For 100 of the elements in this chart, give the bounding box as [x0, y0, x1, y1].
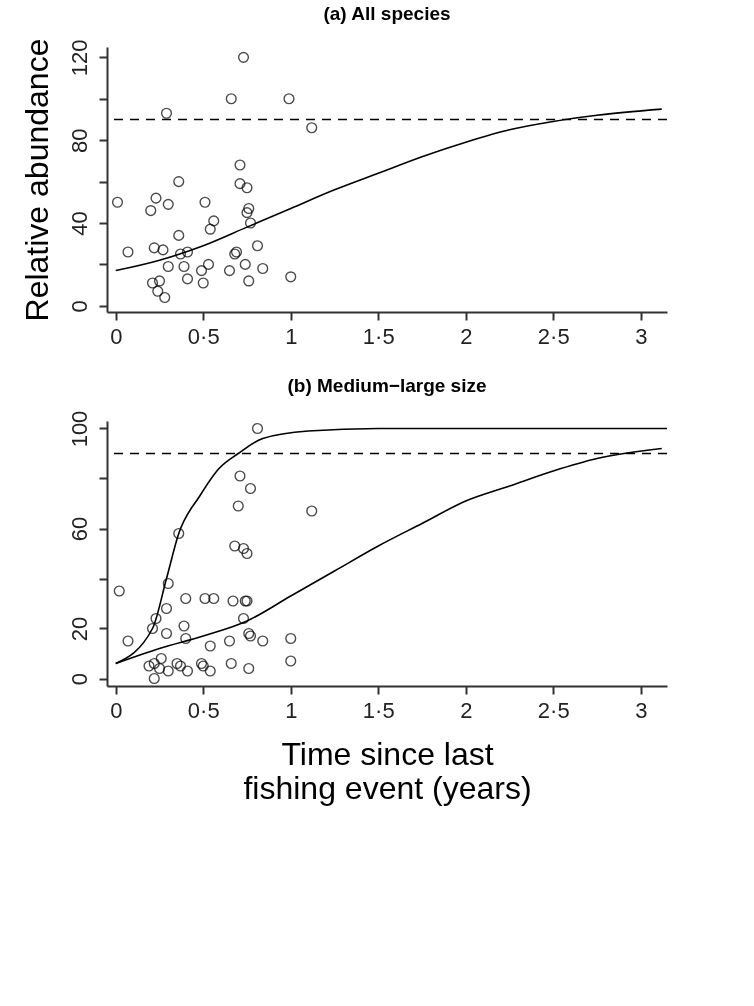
point: [180, 632, 192, 645]
point: [195, 265, 208, 277]
point: [150, 612, 162, 625]
point: [122, 246, 134, 258]
x-tick-label: 2: [460, 323, 473, 349]
point: [157, 244, 169, 256]
x-tick-label: 0·5: [187, 697, 220, 723]
point: [204, 640, 216, 652]
x-tick-label: 0·5: [187, 323, 220, 349]
point: [162, 577, 174, 590]
point: [113, 585, 125, 597]
point: [162, 665, 174, 677]
point: [225, 657, 237, 670]
point: [241, 182, 253, 194]
point: [227, 595, 239, 607]
point: [285, 632, 297, 645]
point: [232, 500, 244, 512]
point: [223, 635, 236, 647]
point: [180, 592, 192, 605]
point: [251, 240, 264, 252]
x-tick-label: 1·5: [362, 697, 395, 723]
point: [143, 660, 155, 672]
x-tick-label: 1·5: [362, 323, 395, 349]
point: [146, 622, 159, 635]
point: [173, 229, 185, 241]
point: [162, 198, 174, 210]
point: [178, 620, 190, 632]
x-tick-label: 3: [635, 697, 648, 723]
point: [239, 258, 251, 270]
point: [257, 262, 269, 275]
point: [148, 657, 160, 670]
point: [225, 93, 237, 105]
point: [153, 275, 166, 287]
point: [257, 635, 269, 647]
x-axis-title: Time since last fishing event (years): [243, 735, 532, 806]
point: [173, 176, 185, 188]
point: [145, 204, 157, 217]
y-tick-label: 80: [66, 128, 92, 153]
point: [237, 612, 250, 625]
x-tick-label: 1: [285, 697, 298, 723]
point: [173, 527, 185, 540]
y-tick-label: 60: [66, 516, 92, 542]
point: [150, 192, 162, 204]
x-tick-label: 0: [110, 697, 123, 723]
y-axis-title: Relative abundance: [18, 38, 55, 322]
point: [306, 122, 318, 134]
y-tick-label: 0: [66, 672, 92, 686]
y-tick-label: 120: [66, 39, 92, 77]
point: [171, 657, 183, 670]
point: [159, 291, 171, 304]
x-tick-label: 0: [110, 323, 123, 349]
point: [181, 665, 194, 677]
point: [162, 260, 174, 273]
point: [241, 207, 253, 219]
point: [160, 627, 173, 640]
point: [229, 540, 241, 552]
point: [199, 592, 211, 605]
point: [160, 107, 173, 119]
point: [153, 662, 166, 675]
point: [204, 223, 216, 235]
point: [148, 672, 160, 685]
point: [223, 265, 236, 277]
x-tick-label: 2·5: [537, 323, 570, 349]
point: [285, 271, 297, 283]
point: [148, 242, 160, 254]
point: [244, 482, 257, 495]
point: [243, 202, 255, 215]
point: [155, 652, 167, 665]
point: [243, 662, 255, 675]
point: [160, 602, 173, 615]
point: [285, 655, 297, 667]
point: [244, 217, 257, 229]
point: [237, 542, 250, 555]
point: [181, 246, 194, 258]
point: [204, 665, 216, 677]
point: [306, 505, 318, 517]
point: [178, 260, 190, 273]
x-tick-label: 3: [635, 323, 648, 349]
point: [243, 275, 255, 287]
point: [283, 93, 295, 105]
point: [181, 273, 194, 285]
y-tick-label: 20: [66, 616, 92, 642]
point: [199, 196, 211, 208]
line-series: [114, 108, 663, 272]
x-tick-label: 2·5: [537, 697, 570, 723]
point: [234, 159, 246, 171]
y-tick-label: 0: [66, 300, 92, 313]
point: [234, 178, 246, 190]
point: [251, 422, 264, 435]
point: [122, 635, 134, 647]
point: [208, 592, 220, 605]
point: [152, 285, 164, 297]
point: [174, 248, 187, 260]
point: [146, 277, 159, 289]
x-tick-label: 1: [285, 323, 298, 349]
point: [111, 196, 124, 208]
x-tick-label: 2: [460, 697, 473, 723]
chart-title: (b) Medium−large size: [287, 375, 487, 397]
point: [202, 258, 215, 270]
point: [234, 470, 246, 482]
